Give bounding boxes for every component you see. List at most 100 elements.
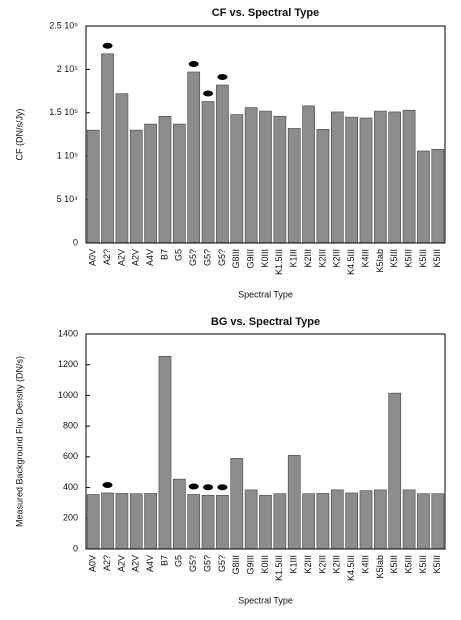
bar [187, 494, 201, 550]
bar [144, 123, 157, 244]
bar [259, 110, 272, 244]
bar [230, 458, 244, 550]
x-tick-label: G9III [246, 555, 256, 575]
y-tick-label: 5 10⁴ [57, 194, 79, 204]
bar [259, 494, 272, 550]
y-tick-label: 2 10⁵ [57, 64, 79, 74]
x-tick-label: G5? [217, 555, 227, 572]
x-tick-label: K2III [332, 249, 342, 268]
x-tick-label: K2III [303, 249, 313, 268]
bar [345, 116, 358, 244]
x-tick-label: K0III [260, 249, 270, 268]
x-tick-label: G5? [188, 249, 198, 266]
x-tick-label: K5III [418, 555, 428, 574]
y-tick-label: 0 [73, 543, 78, 553]
bar [345, 492, 358, 550]
bar [302, 493, 315, 550]
bar [129, 129, 143, 244]
bar [173, 123, 186, 244]
bar [216, 494, 229, 550]
y-tick-label: 2.5 10⁵ [49, 20, 78, 30]
bar [230, 114, 244, 244]
y-tick-label: 1400 [58, 328, 78, 338]
bar [302, 105, 315, 244]
x-tick-label: A4V [145, 555, 155, 572]
x-tick-label: A2V [116, 555, 126, 572]
chart-title: CF vs. Spectral Type [212, 7, 319, 19]
x-tick-label: K5III [403, 249, 413, 268]
bar [101, 492, 114, 550]
plot-frame [85, 333, 446, 550]
x-tick-label: A2V [131, 249, 141, 266]
bar [287, 455, 301, 550]
bar [388, 392, 402, 550]
bar [287, 128, 301, 244]
bar [173, 478, 186, 550]
x-tick-label: B7 [159, 249, 169, 260]
x-tick-label: K1.5III [274, 249, 284, 275]
bar-marker [203, 90, 214, 97]
bar [273, 493, 287, 550]
bar [129, 493, 143, 550]
x-tick-label: K4.5III [346, 249, 356, 275]
x-tick-label: K2III [317, 249, 327, 268]
bar [330, 489, 344, 550]
bar [201, 494, 215, 550]
bar-marker [188, 61, 199, 68]
bar [359, 490, 373, 550]
x-tick-label: K5Iab [375, 249, 385, 273]
y-tick-label: 800 [63, 421, 78, 431]
bar [101, 53, 114, 244]
x-tick-label: G8III [231, 555, 241, 575]
x-axis-label: Spectral Type [238, 289, 293, 299]
bar-marker [102, 481, 113, 488]
y-tick-label: 1200 [58, 359, 78, 369]
bar [374, 110, 387, 244]
bar [330, 111, 344, 244]
x-tick-label: K5III [432, 555, 442, 574]
bar [316, 128, 330, 244]
x-tick-label: A2? [102, 249, 112, 265]
x-tick-label: G8III [231, 249, 241, 269]
bar-marker [217, 484, 228, 491]
x-tick-label: K5III [418, 249, 428, 268]
y-tick-label: 0 [73, 237, 78, 247]
bar [402, 489, 416, 550]
x-tick-label: K5Iab [375, 555, 385, 579]
x-tick-label: K5III [389, 249, 399, 268]
bar [402, 109, 416, 244]
plot-frame [85, 25, 446, 244]
bar [115, 93, 129, 244]
bar [273, 115, 287, 244]
y-axis-label: CF (DN/s/Jy) [14, 109, 24, 161]
x-tick-label: A2V [116, 249, 126, 266]
x-tick-label: A2? [102, 555, 112, 571]
x-tick-label: B7 [159, 555, 169, 566]
bar-marker [102, 42, 113, 49]
x-tick-label: K2III [303, 555, 313, 574]
bar [158, 355, 172, 550]
bar [388, 111, 402, 244]
x-tick-label: K1.5III [274, 555, 284, 581]
bar [431, 148, 445, 244]
y-tick-label: 1000 [58, 390, 78, 400]
x-tick-label: G9III [246, 249, 256, 269]
x-tick-label: G5? [188, 555, 198, 572]
x-tick-label: G5? [217, 249, 227, 266]
bar [86, 494, 100, 550]
y-tick-label: 400 [63, 482, 78, 492]
x-tick-label: A0V [88, 249, 98, 266]
bar [86, 129, 100, 244]
x-tick-label: A2V [131, 555, 141, 572]
bar [144, 493, 157, 550]
bar [187, 71, 201, 244]
bar [417, 493, 430, 550]
bar [417, 150, 430, 244]
x-tick-label: G5? [202, 555, 212, 572]
x-tick-label: A4V [145, 249, 155, 266]
x-tick-label: K5III [432, 249, 442, 268]
x-tick-label: K0III [260, 555, 270, 574]
bar [201, 101, 215, 244]
bar-marker [203, 484, 214, 491]
bar [158, 115, 172, 244]
